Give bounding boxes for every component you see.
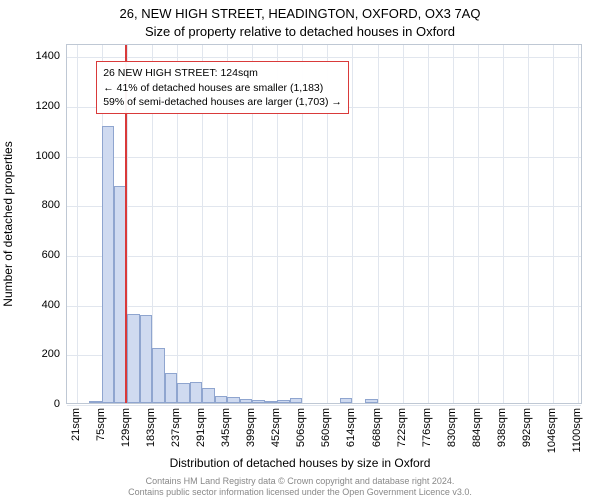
histogram-bar <box>240 399 253 403</box>
chart-subtitle: Size of property relative to detached ho… <box>0 24 600 39</box>
histogram-bar <box>165 373 178 403</box>
y-tick-label: 800 <box>20 199 60 211</box>
x-tick-label: 614sqm <box>345 408 357 447</box>
histogram-bar <box>277 400 290 403</box>
histogram-bar <box>127 314 140 403</box>
gridline-v <box>403 45 404 403</box>
chart-container: 26, NEW HIGH STREET, HEADINGTON, OXFORD,… <box>0 0 600 500</box>
x-tick-label: 506sqm <box>295 408 307 447</box>
histogram-bar <box>215 396 228 403</box>
gridline-v <box>503 45 504 403</box>
histogram-bar <box>365 399 378 403</box>
x-tick-label: 560sqm <box>320 408 332 447</box>
y-axis-label: Number of detached properties <box>1 141 15 306</box>
gridline-v <box>553 45 554 403</box>
y-tick-label: 0 <box>20 398 60 410</box>
histogram-bar <box>265 401 278 403</box>
x-tick-label: 938sqm <box>496 408 508 447</box>
histogram-bar <box>89 401 102 403</box>
histogram-bar <box>290 398 303 403</box>
x-tick-label: 129sqm <box>120 408 132 447</box>
x-tick-label: 399sqm <box>245 408 257 447</box>
gridline-v <box>378 45 379 403</box>
histogram-bar <box>340 398 353 403</box>
gridline-v <box>528 45 529 403</box>
annotation-line-3: 59% of semi-detached houses are larger (… <box>103 95 342 109</box>
x-tick-label: 992sqm <box>521 408 533 447</box>
x-tick-label: 884sqm <box>471 408 483 447</box>
y-tick-label: 600 <box>20 249 60 261</box>
gridline-v <box>453 45 454 403</box>
chart-title: 26, NEW HIGH STREET, HEADINGTON, OXFORD,… <box>0 6 600 21</box>
annotation-line-2: ← 41% of detached houses are smaller (1,… <box>103 81 342 95</box>
footer-text: Contains HM Land Registry data © Crown c… <box>0 476 600 498</box>
y-tick-label: 1000 <box>20 150 60 162</box>
histogram-bar <box>227 397 240 403</box>
histogram-bar <box>102 126 115 403</box>
x-tick-label: 21sqm <box>70 408 82 441</box>
y-tick-label: 1400 <box>20 50 60 62</box>
histogram-bar <box>252 400 265 403</box>
x-tick-label: 776sqm <box>421 408 433 447</box>
x-tick-label: 1100sqm <box>571 408 583 452</box>
y-tick-label: 1200 <box>20 100 60 112</box>
x-tick-label: 722sqm <box>396 408 408 447</box>
footer-line-2: Contains public sector information licen… <box>0 487 600 498</box>
gridline-v <box>77 45 78 403</box>
x-tick-label: 1046sqm <box>546 408 558 453</box>
annotation-line-1: 26 NEW HIGH STREET: 124sqm <box>103 66 342 80</box>
histogram-bar <box>190 382 203 403</box>
histogram-bar <box>177 383 190 403</box>
x-tick-label: 75sqm <box>95 408 107 441</box>
gridline-v <box>352 45 353 403</box>
y-tick-label: 400 <box>20 299 60 311</box>
x-tick-label: 291sqm <box>195 408 207 447</box>
x-tick-label: 183sqm <box>145 408 157 447</box>
histogram-bar <box>140 315 153 403</box>
x-tick-label: 237sqm <box>170 408 182 447</box>
annotation-box: 26 NEW HIGH STREET: 124sqm ← 41% of deta… <box>96 61 349 114</box>
histogram-bar <box>202 388 215 403</box>
y-tick-label: 200 <box>20 348 60 360</box>
gridline-h <box>67 405 581 406</box>
histogram-bar <box>152 348 165 403</box>
footer-line-1: Contains HM Land Registry data © Crown c… <box>0 476 600 487</box>
gridline-v <box>478 45 479 403</box>
x-tick-label: 668sqm <box>371 408 383 447</box>
x-axis-label: Distribution of detached houses by size … <box>0 456 600 470</box>
x-tick-label: 452sqm <box>270 408 282 447</box>
x-tick-label: 345sqm <box>220 408 232 447</box>
gridline-v <box>578 45 579 403</box>
gridline-v <box>428 45 429 403</box>
x-tick-label: 830sqm <box>446 408 458 447</box>
